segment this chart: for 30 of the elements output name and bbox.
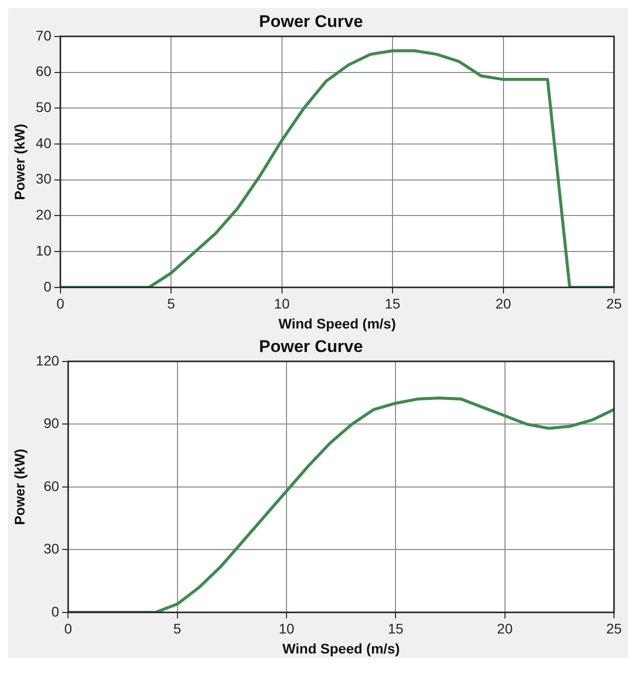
x-tick-label: 0 (64, 620, 72, 637)
x-axis-title: Wind Speed (m/s) (278, 315, 396, 332)
y-tick-label: 10 (36, 242, 52, 258)
x-tick-label: 5 (167, 296, 176, 312)
y-tick-label: 30 (36, 170, 52, 187)
chart-title: Power Curve (259, 336, 363, 356)
x-tick-label: 25 (606, 620, 622, 637)
y-tick-label: 60 (36, 63, 52, 80)
y-tick-label: 40 (36, 134, 52, 151)
x-axis-title: Wind Speed (m/s) (282, 640, 400, 656)
x-tick-label: 15 (384, 296, 401, 312)
y-tick-label: 60 (44, 478, 60, 494)
x-tick-label: 5 (173, 620, 182, 637)
y-axis-title: Power (kW) (11, 124, 28, 200)
y-tick-label: 50 (36, 98, 52, 115)
x-tick-label: 20 (497, 620, 513, 637)
y-tick-label: 0 (51, 603, 60, 620)
x-tick-label: 25 (606, 296, 622, 312)
x-tick-label: 20 (495, 296, 512, 312)
y-axis-title: Power (kW) (11, 448, 28, 526)
y-tick-label: 120 (36, 352, 60, 368)
y-tick-label: 20 (36, 206, 52, 223)
x-tick-label: 10 (278, 620, 294, 637)
y-tick-label: 70 (36, 27, 52, 44)
y-tick-label: 90 (44, 415, 60, 432)
x-tick-label: 10 (274, 296, 290, 312)
y-tick-label: 0 (44, 278, 52, 294)
x-tick-label: 15 (388, 620, 404, 637)
chart-title: Power Curve (259, 12, 363, 31)
y-tick-label: 30 (44, 540, 60, 557)
